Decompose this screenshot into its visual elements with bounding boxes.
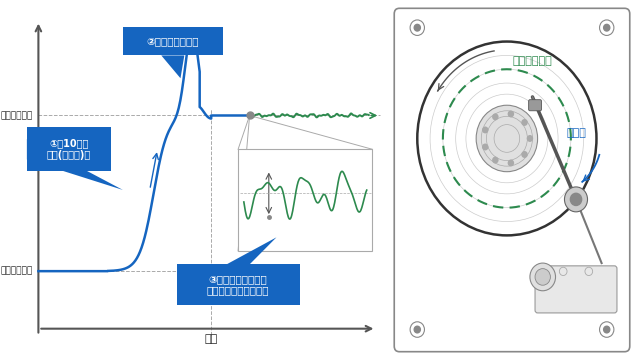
Circle shape <box>570 193 582 206</box>
FancyBboxPatch shape <box>238 149 372 251</box>
Text: ③数ナノメートルの
幅に位置決めする技術: ③数ナノメートルの 幅に位置決めする技術 <box>207 274 269 296</box>
Circle shape <box>476 105 538 172</box>
Text: 時間: 時間 <box>205 334 218 344</box>
Circle shape <box>508 160 513 166</box>
FancyBboxPatch shape <box>123 27 223 55</box>
Circle shape <box>417 41 596 235</box>
Polygon shape <box>227 237 276 264</box>
Text: トラッキング: トラッキング <box>513 56 552 66</box>
Circle shape <box>604 326 610 333</box>
Circle shape <box>564 187 588 212</box>
Circle shape <box>604 24 610 31</box>
Circle shape <box>414 326 420 333</box>
FancyBboxPatch shape <box>177 264 300 305</box>
Circle shape <box>522 120 527 125</box>
Circle shape <box>522 152 527 157</box>
Circle shape <box>483 144 488 150</box>
FancyBboxPatch shape <box>529 100 541 111</box>
FancyBboxPatch shape <box>535 266 617 313</box>
Circle shape <box>483 127 488 133</box>
Circle shape <box>530 263 556 291</box>
Circle shape <box>508 111 513 117</box>
Polygon shape <box>27 139 123 190</box>
Circle shape <box>535 269 550 285</box>
Circle shape <box>493 157 498 163</box>
Circle shape <box>414 24 420 31</box>
Text: 目標トラック: 目標トラック <box>1 111 33 120</box>
Text: 現在トラック: 現在トラック <box>1 267 33 276</box>
FancyBboxPatch shape <box>394 8 630 352</box>
Text: ②数ミリ秒以内に: ②数ミリ秒以内に <box>147 36 199 46</box>
Circle shape <box>527 136 532 141</box>
Text: 数[nm]: 数[nm] <box>275 172 301 181</box>
Circle shape <box>493 114 498 120</box>
Text: ①数10ミリ
移動(シーク)後: ①数10ミリ 移動(シーク)後 <box>47 139 92 160</box>
Polygon shape <box>161 55 184 78</box>
Text: シーク: シーク <box>566 128 586 138</box>
FancyBboxPatch shape <box>27 127 111 171</box>
